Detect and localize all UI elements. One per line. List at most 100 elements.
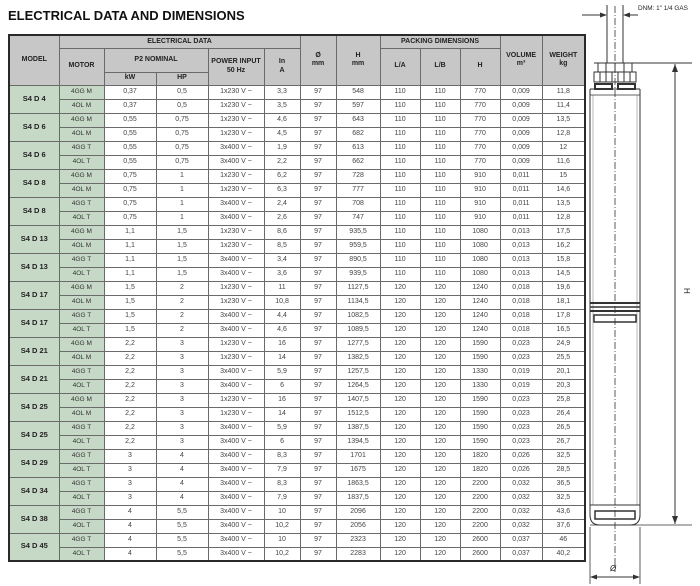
dia-unit: mm	[311, 60, 325, 68]
diameter-label: Ø	[609, 564, 617, 573]
value-cell: 17,5	[541, 224, 586, 240]
value-cell: 1240	[459, 308, 501, 324]
value-cell: 120	[379, 448, 421, 464]
value-cell: 120	[379, 322, 421, 338]
value-cell: 0,019	[499, 364, 543, 380]
value-cell: 0,023	[499, 434, 543, 450]
value-cell: 1,5	[103, 280, 157, 296]
value-cell: 14,5	[541, 266, 586, 282]
value-cell: 4,6	[263, 112, 301, 128]
motor-cell: 4OL T	[58, 266, 105, 282]
value-cell: 2200	[459, 490, 501, 506]
value-cell: 2,2	[263, 154, 301, 170]
value-cell: 1x230 V ~	[207, 182, 265, 198]
volume-label: VOLUME	[506, 52, 537, 60]
motor-cell: 4GG T	[58, 532, 105, 548]
value-cell: 2	[155, 322, 209, 338]
value-cell: 1277,5	[335, 336, 381, 352]
value-cell: 97	[299, 378, 337, 394]
value-cell: 0,75	[155, 126, 209, 142]
value-cell: 0,032	[499, 504, 543, 520]
value-cell: 12	[541, 140, 586, 156]
value-cell: 97	[299, 294, 337, 310]
value-cell: 0,009	[499, 140, 543, 156]
value-cell: 2056	[335, 518, 381, 534]
value-cell: 770	[459, 98, 501, 114]
value-cell: 120	[379, 476, 421, 492]
value-cell: 40,2	[541, 546, 586, 562]
value-cell: 3x400 V ~	[207, 364, 265, 380]
value-cell: 97	[299, 224, 337, 240]
value-cell: 3	[155, 406, 209, 422]
value-cell: 0,009	[499, 154, 543, 170]
model-cell: S4 D 34	[8, 476, 60, 506]
value-cell: 0,023	[499, 420, 543, 436]
value-cell: 0,023	[499, 336, 543, 352]
value-cell: 97	[299, 112, 337, 128]
value-cell: 120	[419, 546, 461, 562]
value-cell: 14	[263, 406, 301, 422]
value-cell: 4	[155, 448, 209, 464]
motor-cell: 4GG M	[58, 392, 105, 408]
value-cell: 120	[419, 434, 461, 450]
value-cell: 0,009	[499, 84, 543, 100]
model-cell: S4 D 6	[8, 112, 60, 142]
value-cell: 0,018	[499, 308, 543, 324]
motor-cell: 4OL M	[58, 98, 105, 114]
value-cell: 32,5	[541, 490, 586, 506]
value-cell: 13,5	[541, 112, 586, 128]
value-cell: 770	[459, 140, 501, 156]
value-cell: 110	[379, 182, 421, 198]
value-cell: 1701	[335, 448, 381, 464]
value-cell: 120	[379, 350, 421, 366]
value-cell: 1590	[459, 420, 501, 436]
motor-cell: 4GG M	[58, 336, 105, 352]
value-cell: 110	[379, 196, 421, 212]
value-cell: 1	[155, 168, 209, 184]
value-cell: 1080	[459, 252, 501, 268]
motor-cell: 4OL M	[58, 126, 105, 142]
value-cell: 1330	[459, 364, 501, 380]
value-cell: 1,5	[155, 224, 209, 240]
value-cell: 1387,5	[335, 420, 381, 436]
table-row: 4OL T 4 5,5 3x400 V ~10,2 97 2283 120 120 2600 0,…	[9, 546, 586, 562]
value-cell: 1	[155, 196, 209, 212]
value-cell: 935,5	[335, 224, 381, 240]
value-cell: 0,032	[499, 476, 543, 492]
table-row: 4OL T 1,5 2 3x400 V ~4,6 97 1089,5 120 120 1240 0…	[9, 322, 586, 338]
value-cell: 110	[379, 168, 421, 184]
value-cell: 3	[155, 392, 209, 408]
value-cell: 0,75	[103, 210, 157, 226]
table-row: S4 D 6 4GG M 0,55 0,75 1x230 V ~4,6 97 643 110 1…	[8, 112, 586, 142]
value-cell: 662	[335, 154, 381, 170]
value-cell: 2096	[335, 504, 381, 520]
table-row: S4 D 25 4GG T 2,2 3 3x400 V ~5,9 97 1387,5 120 1…	[8, 420, 586, 450]
value-cell: 1089,5	[335, 322, 381, 338]
col-header-volume: VOLUME m³	[499, 34, 543, 86]
value-cell: 0,009	[499, 126, 543, 142]
motor-cell: 4GG M	[58, 84, 105, 100]
value-cell: 15,8	[541, 252, 586, 268]
motor-cell: 4OL M	[58, 294, 105, 310]
value-cell: 2	[155, 308, 209, 324]
value-cell: 643	[335, 112, 381, 128]
value-cell: 770	[459, 154, 501, 170]
value-cell: 97	[299, 462, 337, 478]
table-row: 4OL T 2,2 3 3x400 V ~6 97 1394,5 120 120 1590 0,0…	[9, 434, 586, 450]
value-cell: 2,2	[103, 378, 157, 394]
value-cell: 5,5	[155, 504, 209, 520]
value-cell: 2200	[459, 504, 501, 520]
value-cell: 708	[335, 196, 381, 212]
col-header-weight: WEIGHT kg	[541, 34, 586, 86]
table-row: S4 D 34 4GG T 3 4 3x400 V ~8,3 97 1863,5 120 120…	[8, 476, 586, 506]
value-cell: 2,2	[103, 420, 157, 436]
table-row: 4OL T 0,55 0,75 3x400 V ~2,2 97 662 110 110 770 0…	[9, 154, 586, 170]
value-cell: 10,8	[263, 294, 301, 310]
value-cell: 1134,5	[335, 294, 381, 310]
col-header-hp: HP	[155, 71, 209, 86]
value-cell: 1590	[459, 350, 501, 366]
value-cell: 2,2	[103, 392, 157, 408]
value-cell: 2	[155, 294, 209, 310]
value-cell: 1590	[459, 392, 501, 408]
value-cell: 3	[155, 350, 209, 366]
